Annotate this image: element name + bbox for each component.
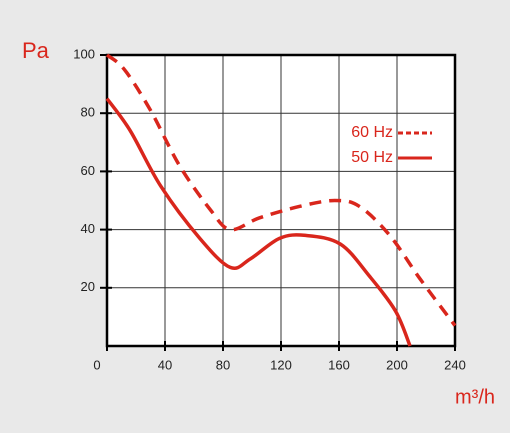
x-tick-label: 120 bbox=[270, 357, 292, 372]
y-tick-label: 80 bbox=[81, 105, 95, 120]
series-line bbox=[105, 53, 457, 327]
legend-label: 60 Hz bbox=[351, 124, 393, 141]
plot-border bbox=[105, 53, 457, 348]
x-tick-label: 0 bbox=[93, 357, 100, 372]
series-line bbox=[105, 97, 412, 347]
x-unit: m³/h bbox=[455, 386, 495, 408]
x-tick-label: 200 bbox=[386, 357, 408, 372]
x-tick-label: 40 bbox=[158, 357, 172, 372]
x-tick-label: 80 bbox=[216, 357, 230, 372]
y-tick-label: 20 bbox=[81, 279, 95, 294]
legend-label: 50 Hz bbox=[351, 149, 393, 166]
y-tick-label: 60 bbox=[81, 163, 95, 178]
y-tick-label: 100 bbox=[73, 46, 95, 61]
x-tick-label: 240 bbox=[444, 357, 466, 372]
x-tick-label: 160 bbox=[328, 357, 350, 372]
y-unit: Pa bbox=[22, 38, 50, 63]
y-tick-label: 40 bbox=[81, 221, 95, 236]
